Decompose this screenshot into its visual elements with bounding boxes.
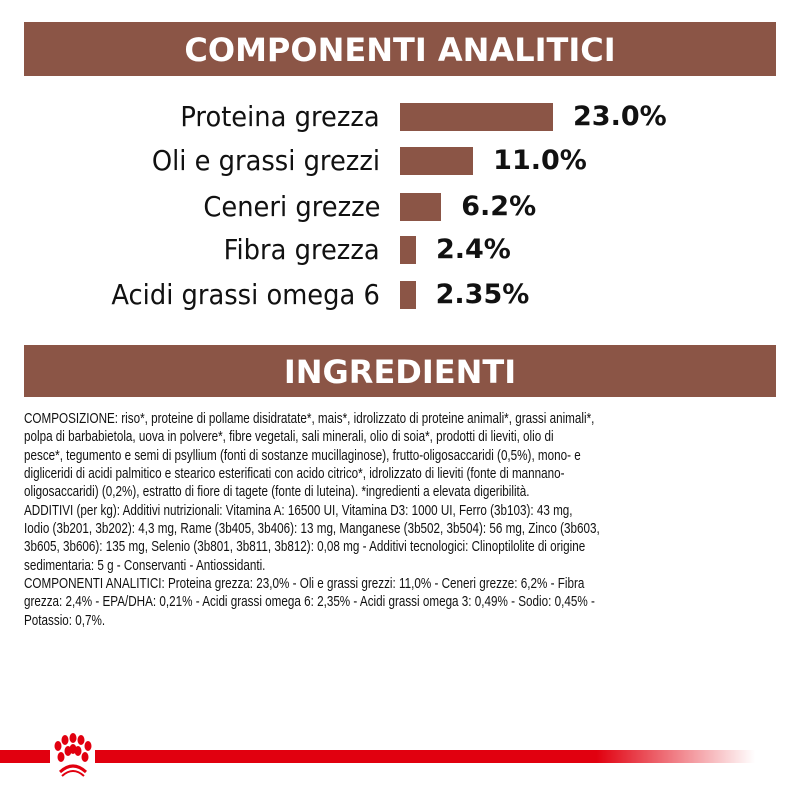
analytic-row: Ceneri grezze 6.2% [0, 192, 800, 222]
ingredients-header: INGREDIENTI [24, 345, 776, 397]
analytic-line: COMPONENTI ANALITICI: Proteina grezza: 2… [24, 576, 585, 593]
analytic-row: Fibra grezza 2.4% [0, 235, 800, 265]
royal-canin-crown-logo [54, 733, 92, 777]
additives-line: sedimentaria: 5 g - Conservanti - Antios… [24, 557, 266, 574]
analytic-value: 23.0% [573, 101, 667, 132]
analytic-label: Proteina grezza [180, 100, 380, 133]
ingredients-line: digliceridi di acidi palmitico e stearic… [24, 466, 565, 483]
analytic-bar [400, 103, 553, 131]
brand-line-right [95, 750, 755, 763]
analytic-bar [400, 147, 474, 175]
additives-line: 3b605, 3b606): 135 mg, Selenio (3b801, 3… [24, 539, 586, 556]
analytic-line: Potassio: 0,7%. [24, 612, 106, 629]
analytic-value: 2.35% [435, 279, 530, 310]
analytic-components-header: COMPONENTI ANALITICI [24, 22, 776, 76]
additives-line: ADDITIVI (per kg): Additivi nutrizionali… [24, 502, 573, 519]
analytic-label: Ceneri grezze [202, 190, 380, 223]
analytic-label: Acidi grassi omega 6 [111, 278, 380, 311]
analytic-value: 6.2% [461, 191, 537, 222]
ingredients-line: oligosaccaridi) (0,2%), estratto di fior… [24, 484, 530, 501]
ingredients-line: polpa di barbabietola, uova in polvere*,… [24, 429, 554, 446]
analytic-row: Acidi grassi omega 6 2.35% [0, 280, 800, 310]
analytic-label: Fibra grezza [223, 233, 380, 266]
analytic-label: Oli e grassi grezzi [151, 144, 380, 177]
ingredients-text: COMPOSIZIONE: riso*, proteine di pollame… [24, 410, 776, 630]
ingredients-line: pesce*, tegumento e semi di psyllium (fo… [24, 447, 581, 464]
analytic-row: Oli e grassi grezzi 11.0% [0, 146, 800, 176]
analytic-value: 2.4% [435, 234, 511, 265]
analytic-line: grezza: 2,4% - EPA/DHA: 0,21% - Acidi gr… [24, 594, 595, 611]
additives-line: Iodio (3b201, 3b202): 4,3 mg, Rame (3b40… [24, 521, 600, 538]
ingredients-line: COMPOSIZIONE: riso*, proteine di pollame… [24, 411, 595, 427]
analytic-bar [400, 193, 442, 221]
analytic-value: 11.0% [493, 145, 587, 176]
analytic-row: Proteina grezza 23.0% [0, 102, 800, 132]
analytic-bar [400, 236, 416, 264]
brand-line-left [0, 750, 50, 763]
analytic-bar [400, 281, 416, 309]
